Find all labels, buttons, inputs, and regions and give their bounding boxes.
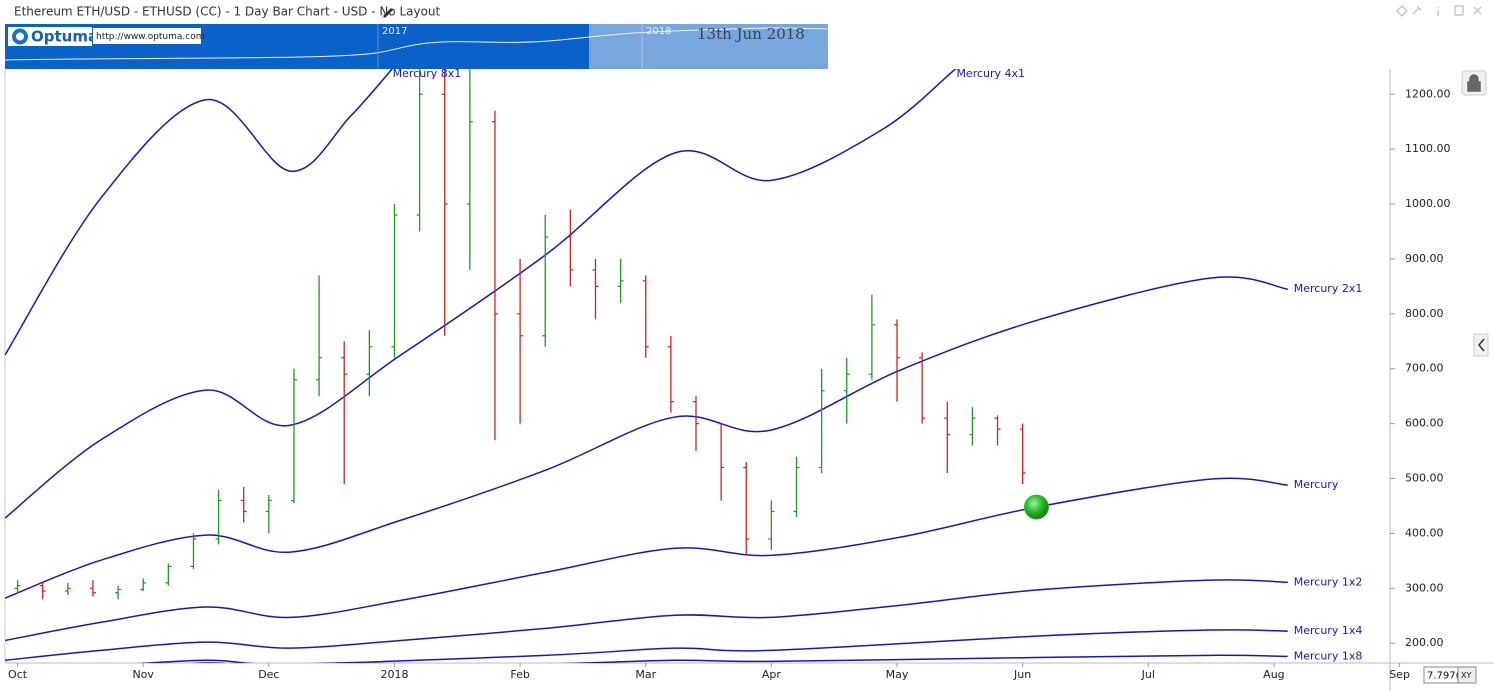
y-tick-label: 800.00 bbox=[1405, 307, 1444, 320]
mercury-curve bbox=[138, 629, 1288, 663]
series-label: Mercury 8x1 bbox=[393, 67, 462, 80]
icon-pin[interactable] bbox=[1412, 5, 1422, 15]
labels: 200.00 300.00 400.00 500.00 600.00 700.00 800.… bbox=[8, 67, 1450, 681]
side-panel-toggle[interactable] bbox=[1473, 333, 1489, 357]
y-tick-label: 1000.00 bbox=[1405, 197, 1451, 210]
icon-diamond[interactable] bbox=[1396, 5, 1408, 17]
x-tick-label: Jun bbox=[1013, 668, 1031, 681]
navigator-window[interactable] bbox=[589, 24, 828, 69]
series-label: Mercury 1x4 bbox=[1294, 624, 1363, 637]
url[interactable]: http://www.optuma.com bbox=[96, 32, 205, 42]
x-tick-label: Mar bbox=[635, 668, 656, 681]
y-tick-label: 200.00 bbox=[1405, 636, 1444, 649]
y-tick-label: 600.00 bbox=[1405, 417, 1444, 430]
x-tick-label: Nov bbox=[132, 668, 154, 681]
x-tick-label: Aug bbox=[1263, 668, 1284, 681]
y-tick-label: 900.00 bbox=[1405, 252, 1444, 265]
x-tick-label: Dec bbox=[258, 668, 279, 681]
title-bar bbox=[0, 0, 1494, 24]
side-arrow bbox=[1478, 338, 1485, 352]
mercury-curve bbox=[5, 579, 1288, 662]
x-tick-label: 2018 bbox=[380, 668, 408, 681]
mode: XY bbox=[1461, 671, 1471, 680]
scale-value: 7.797( bbox=[1427, 671, 1460, 682]
x-tick-label: Sep bbox=[1389, 668, 1410, 681]
edit-icon[interactable] bbox=[382, 8, 393, 18]
window-icons bbox=[1396, 5, 1482, 17]
navigator-date: 13th Jun 2018 bbox=[697, 25, 805, 43]
mercury-curve bbox=[189, 654, 1288, 663]
mercury-curve bbox=[5, 477, 1288, 642]
x-tick-label: Apr bbox=[762, 668, 782, 681]
x-tick-label: Feb bbox=[510, 668, 529, 681]
target-marker bbox=[1023, 494, 1049, 520]
logo: Optuma bbox=[31, 28, 98, 46]
x-tick-label: Oct bbox=[8, 668, 28, 681]
y-tick-label: 1100.00 bbox=[1405, 142, 1451, 155]
window-title: Ethereum ETH/USD - ETHUSD (CC) - 1 Day B… bbox=[14, 5, 441, 19]
series-label: Mercury 1x2 bbox=[1294, 575, 1363, 588]
mercury-curve bbox=[5, 69, 957, 519]
series-label: Mercury bbox=[1294, 478, 1339, 491]
icon-restore[interactable] bbox=[1454, 5, 1464, 16]
y-tick-label: 1200.00 bbox=[1405, 87, 1451, 100]
y-tick-label: 300.00 bbox=[1405, 581, 1444, 594]
logo-box bbox=[8, 27, 92, 46]
series-label: Mercury 1x8 bbox=[1294, 649, 1363, 662]
icon-close[interactable] bbox=[1473, 6, 1482, 15]
url-box bbox=[93, 28, 201, 44]
navigator-year: 2018 bbox=[646, 26, 671, 37]
navigator-year: 2017 bbox=[382, 26, 407, 37]
y-tick-label: 500.00 bbox=[1405, 472, 1444, 485]
lock-icon bbox=[1467, 74, 1481, 92]
mercury-curve bbox=[5, 69, 393, 356]
logo-icon-inner bbox=[16, 32, 24, 41]
y-tick-label: 700.00 bbox=[1405, 362, 1444, 375]
mercury-curve bbox=[5, 276, 1288, 599]
x-tick-label: Jul bbox=[1141, 668, 1155, 681]
navigator-history bbox=[4, 27, 829, 61]
series-label: Mercury 2x1 bbox=[1294, 282, 1363, 295]
x-tick-label: May bbox=[886, 668, 909, 681]
series-label: Mercury 4x1 bbox=[956, 67, 1025, 80]
y-tick-label: 400.00 bbox=[1405, 526, 1444, 539]
mode-box[interactable] bbox=[1457, 666, 1477, 684]
plot-area bbox=[5, 69, 1288, 663]
